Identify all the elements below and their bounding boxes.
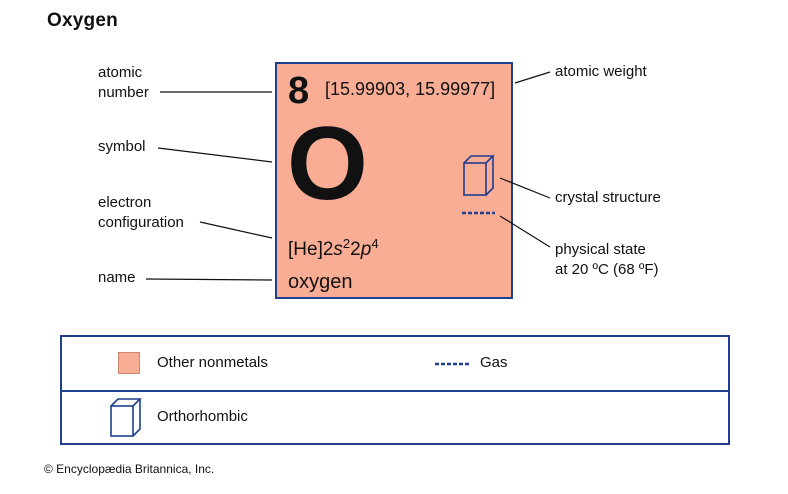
legend-divider: [62, 390, 728, 392]
config-prefix: [He]2: [288, 239, 334, 260]
crystal-structure-icon: [463, 155, 495, 196]
atomic-number-label: atomic number: [98, 63, 149, 103]
orthorhombic-legend-icon: [110, 398, 142, 437]
atomic-number-label-line2: number: [98, 84, 149, 101]
crystal-structure-label: crystal structure: [555, 189, 661, 206]
atomic-weight-label: atomic weight: [555, 63, 647, 80]
legend-crystal-label: Orthorhombic: [157, 408, 248, 425]
electron-configuration: [He]2s22p4: [288, 232, 379, 262]
legend-category-label: Other nonmetals: [157, 354, 268, 371]
physical-state-label: physical state at 20 ºC (68 ºF): [555, 240, 659, 280]
legend-box: Other nonmetals Gas Orthorhombic: [60, 335, 730, 445]
electron-configuration-leader-line: [199, 221, 273, 239]
physical-state-label-line2: at 20 ºC (68 ºF): [555, 261, 659, 278]
name-leader-line: [145, 278, 273, 281]
physical-state-leader-line: [499, 215, 551, 248]
element-name: oxygen: [288, 271, 353, 293]
atomic-number-label-line1: atomic: [98, 64, 143, 81]
legend-state-label: Gas: [480, 354, 508, 371]
name-label: name: [98, 269, 136, 286]
config-mid: 2: [350, 239, 361, 260]
element-symbol: O: [287, 106, 368, 222]
other-nonmetals-swatch: [118, 352, 140, 374]
config-exponent-1: 2: [342, 236, 351, 251]
config-orbital-p: p: [360, 239, 372, 260]
atomic-weight: [15.99903, 15.99977]: [325, 79, 496, 99]
atomic-weight-leader-line: [514, 71, 551, 84]
config-orbital-s: s: [333, 239, 343, 260]
physical-state-label-line1: physical state: [555, 241, 646, 258]
gas-legend-icon: [435, 362, 469, 366]
page-title: Oxygen: [47, 10, 118, 31]
config-exponent-2: 4: [371, 236, 379, 251]
symbol-label: symbol: [98, 138, 146, 155]
electron-configuration-label-line2: configuration: [98, 214, 184, 231]
element-tile: 8 [15.99903, 15.99977] O [He]2s22p4 oxyg…: [275, 62, 513, 299]
electron-configuration-label: electron configuration: [98, 193, 184, 233]
electron-configuration-label-line1: electron: [98, 194, 152, 211]
symbol-leader-line: [157, 147, 273, 163]
atomic-number: 8: [288, 70, 310, 112]
crystal-structure-leader-line: [499, 177, 551, 199]
copyright: © Encyclopædia Britannica, Inc.: [44, 462, 215, 476]
